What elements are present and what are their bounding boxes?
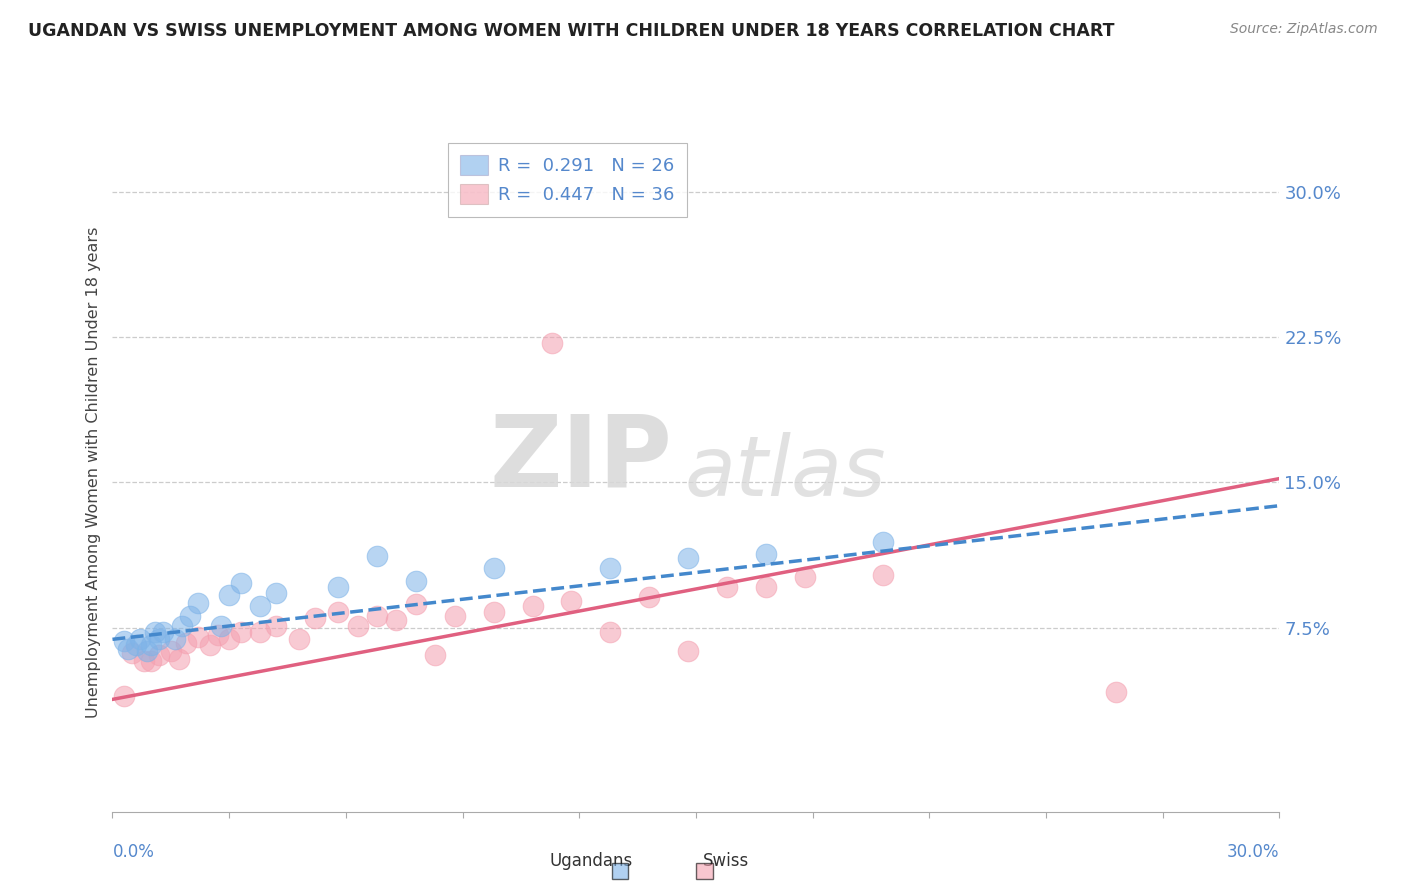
Text: Source: ZipAtlas.com: Source: ZipAtlas.com	[1230, 22, 1378, 37]
Point	[676, 644, 699, 658]
Point	[599, 560, 621, 574]
Point	[326, 580, 349, 594]
Point	[405, 598, 427, 612]
Point	[872, 568, 894, 582]
Point	[198, 638, 221, 652]
Point	[121, 646, 143, 660]
Point	[288, 632, 311, 647]
Point	[249, 624, 271, 639]
Point	[172, 619, 194, 633]
Point	[755, 547, 778, 561]
Point	[112, 689, 135, 703]
Point	[346, 619, 368, 633]
Point	[132, 654, 155, 668]
Point	[143, 624, 166, 639]
Text: 0.0%: 0.0%	[112, 843, 155, 861]
Point	[366, 549, 388, 563]
Point	[522, 599, 544, 614]
Point	[872, 535, 894, 549]
Point	[141, 654, 163, 668]
Point	[207, 628, 229, 642]
Point	[117, 642, 139, 657]
Point	[152, 624, 174, 639]
Point	[405, 574, 427, 589]
Point	[755, 580, 778, 594]
Point	[167, 651, 190, 665]
Point	[148, 648, 170, 662]
Point	[163, 632, 186, 647]
Point	[160, 644, 183, 658]
Point	[1105, 684, 1128, 698]
Y-axis label: Unemployment Among Women with Children Under 18 years: Unemployment Among Women with Children U…	[86, 227, 101, 718]
Point	[541, 336, 564, 351]
Point	[443, 609, 465, 624]
Point	[209, 619, 232, 633]
Point	[249, 599, 271, 614]
Point	[229, 624, 252, 639]
Text: Swiss: Swiss	[703, 852, 749, 870]
Point	[264, 619, 287, 633]
Text: 30.0%: 30.0%	[1227, 843, 1279, 861]
Point	[482, 560, 505, 574]
Point	[793, 570, 815, 584]
Point	[136, 644, 159, 658]
Point	[326, 605, 349, 619]
Point	[218, 632, 240, 647]
Text: UGANDAN VS SWISS UNEMPLOYMENT AMONG WOMEN WITH CHILDREN UNDER 18 YEARS CORRELATI: UGANDAN VS SWISS UNEMPLOYMENT AMONG WOME…	[28, 22, 1115, 40]
Point	[218, 588, 240, 602]
Point	[482, 605, 505, 619]
Point	[264, 586, 287, 600]
Point	[125, 638, 148, 652]
Point	[599, 624, 621, 639]
Point	[229, 576, 252, 591]
Point	[187, 631, 209, 645]
Point	[179, 609, 201, 624]
Text: atlas: atlas	[685, 433, 886, 513]
Point	[676, 551, 699, 566]
Text: Ugandans: Ugandans	[550, 852, 633, 870]
Point	[176, 636, 198, 650]
Point	[638, 590, 661, 604]
Point	[128, 632, 150, 647]
Point	[385, 613, 408, 627]
Point	[716, 580, 738, 594]
Point	[112, 634, 135, 648]
Point	[148, 632, 170, 647]
Point	[560, 593, 582, 607]
Point	[366, 609, 388, 624]
Point	[187, 595, 209, 609]
Point	[141, 638, 163, 652]
Point	[425, 648, 447, 662]
Text: ZIP: ZIP	[489, 410, 672, 508]
Legend: R =  0.291   N = 26, R =  0.447   N = 36: R = 0.291 N = 26, R = 0.447 N = 36	[449, 143, 688, 217]
Point	[304, 611, 326, 625]
